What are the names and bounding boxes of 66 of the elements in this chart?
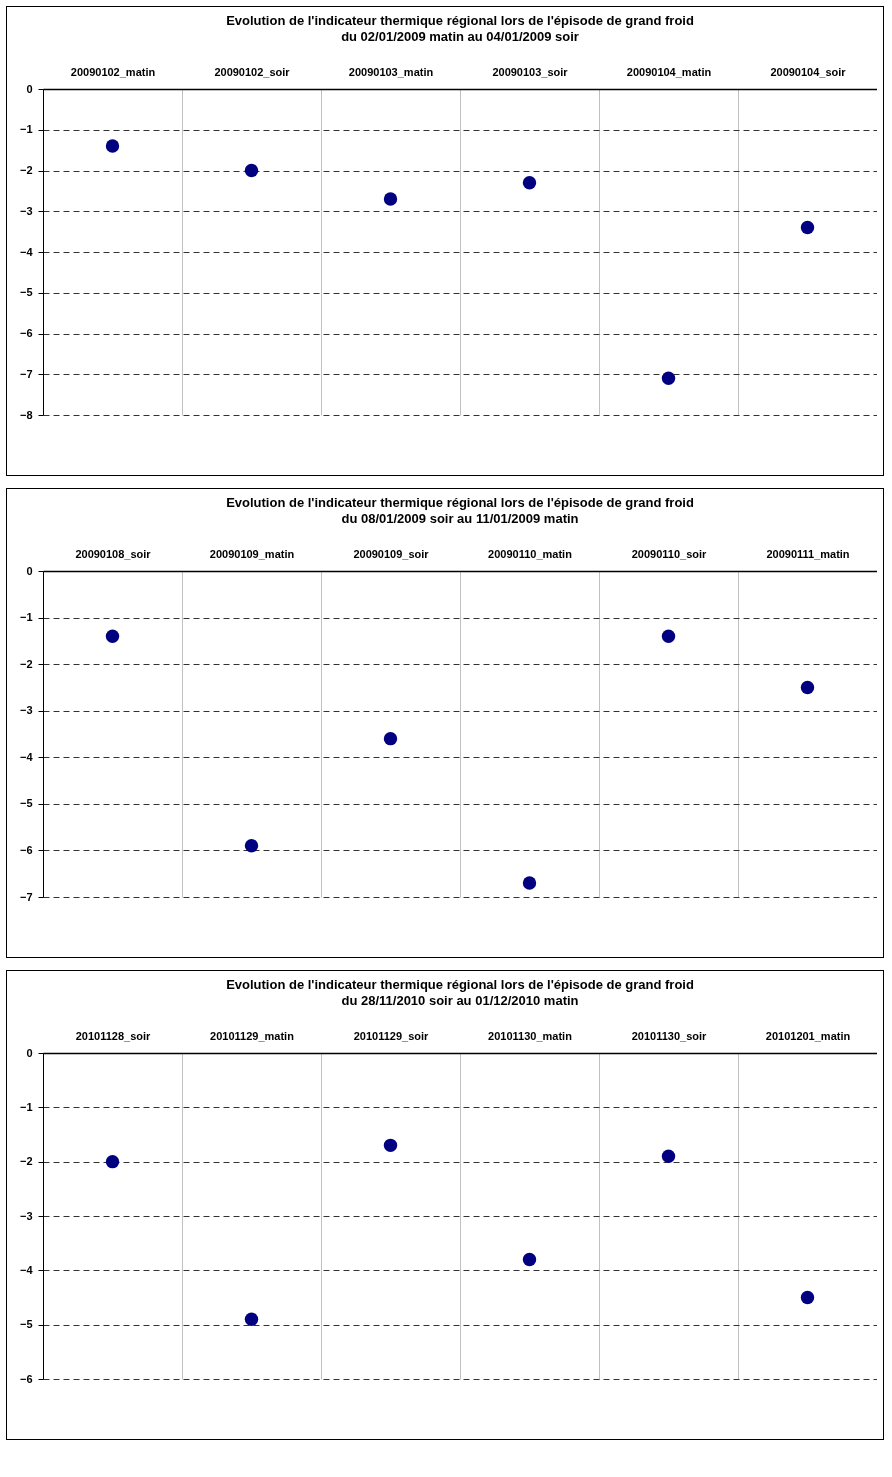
point	[105, 139, 120, 153]
point	[105, 629, 120, 643]
x-tick-label: 20090103_matin	[348, 65, 434, 78]
point	[661, 371, 676, 386]
point	[661, 629, 676, 643]
x-tick-label: 20090109_soir	[353, 547, 430, 560]
x-tick-label: 20090102_soir	[214, 65, 291, 78]
point	[522, 876, 537, 890]
x-tick-label: 20101201_matin	[765, 1029, 851, 1042]
point	[800, 220, 815, 235]
chart-title: Evolution de l'indicateur thermique régional lors de l'épisode de grand froid	[226, 13, 694, 28]
point	[383, 192, 398, 206]
y-tick-label: −1	[19, 611, 33, 624]
x-tick-label: 20090108_soir	[75, 547, 152, 560]
x-tick-label: 20090110_soir	[631, 547, 708, 560]
point	[244, 163, 259, 178]
y-tick-label: −2	[19, 1155, 33, 1168]
point	[244, 1312, 259, 1326]
point	[105, 1154, 120, 1169]
x-tick-label: 20101130_soir	[631, 1029, 708, 1042]
y-tick-label: −4	[19, 750, 34, 763]
point	[244, 839, 259, 853]
point	[522, 1252, 537, 1267]
y-tick-label: −5	[19, 1318, 33, 1331]
x-tick-label: 20101129_soir	[353, 1029, 430, 1042]
x-tick-label: 20090104_matin	[626, 65, 712, 78]
y-tick-label: −8	[19, 408, 33, 421]
y-tick-label: 0	[26, 564, 33, 577]
y-tick-label: −7	[19, 890, 33, 903]
y-tick-label: −4	[19, 245, 34, 258]
point	[383, 731, 398, 746]
x-tick-label: 20101130_matin	[488, 1029, 573, 1042]
y-tick-label: −2	[19, 657, 33, 670]
y-tick-label: −6	[19, 1372, 33, 1385]
chart-subtitle: du 08/01/2009 soir au 11/01/2009 matin	[341, 511, 579, 526]
point	[383, 1138, 398, 1153]
x-tick-label: 20101129_matin	[210, 1029, 295, 1042]
point	[800, 1290, 815, 1305]
y-tick-label: −6	[19, 327, 33, 339]
point	[522, 176, 537, 190]
x-tick-label: 20090111_matin	[766, 547, 850, 560]
point	[800, 680, 815, 695]
y-tick-label: −1	[19, 123, 33, 136]
y-tick-label: −2	[19, 164, 33, 176]
y-tick-label: −5	[19, 797, 33, 810]
y-tick-label: −4	[19, 1263, 34, 1276]
y-tick-label: −5	[19, 286, 33, 299]
x-tick-label: 20090110_matin	[488, 547, 573, 560]
x-tick-label: 20090109_matin	[209, 547, 295, 560]
chart-subtitle: du 02/01/2009 matin au 04/01/2009 soir	[341, 29, 579, 44]
y-tick-label: 0	[26, 1046, 33, 1059]
x-tick-label: 20090104_soir	[770, 65, 847, 78]
y-tick-label: −3	[19, 1209, 33, 1222]
chart-title: Evolution de l'indicateur thermique régional lors de l'épisode de grand froid	[226, 977, 694, 992]
point	[661, 1149, 676, 1163]
y-tick-label: 0	[26, 82, 33, 95]
x-tick-label: 20090102_matin	[70, 65, 156, 78]
y-tick-label: −3	[19, 704, 33, 717]
y-tick-label: −3	[19, 204, 33, 217]
x-tick-label: 20090103_soir	[492, 65, 569, 78]
x-tick-label: 20101128_soir	[75, 1029, 152, 1042]
chart-subtitle: du 28/11/2010 soir au 01/12/2010 matin	[341, 993, 579, 1008]
y-tick-label: −1	[19, 1100, 33, 1113]
y-tick-label: −7	[19, 367, 33, 380]
chart-title: Evolution de l'indicateur thermique régional lors de l'épisode de grand froid	[226, 495, 694, 510]
y-tick-label: −6	[19, 843, 33, 856]
